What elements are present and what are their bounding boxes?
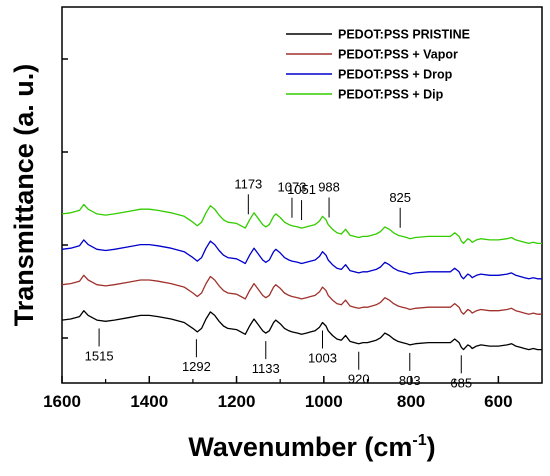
legend-label-0: PEDOT:PSS PRISTINE: [338, 28, 470, 42]
series-line-3: [61, 203, 542, 245]
x-tick-label: 1200: [218, 392, 256, 411]
annotation-label: 1003: [308, 351, 337, 366]
x-tick-label: 1000: [305, 392, 343, 411]
series-line-2: [61, 239, 542, 280]
annotation-label: 1173: [234, 176, 262, 191]
annotation-label: 1073: [278, 180, 307, 195]
annotation-label: 1292: [182, 359, 211, 374]
annotation-label: 988: [318, 180, 340, 195]
annotation-label: 1051: [287, 182, 316, 197]
legend-label-2: PEDOT:PSS + Drop: [338, 68, 453, 82]
x-axis-title: Wavenumber (cm-1): [188, 432, 435, 462]
y-axis-ticks: [62, 58, 68, 339]
legend: PEDOT:PSS PRISTINE PEDOT:PSS + Vapor PEDOT…: [286, 28, 470, 102]
series-line-0: [61, 310, 542, 351]
legend-label-1: PEDOT:PSS + Vapor: [338, 48, 458, 62]
x-axis-ticks: 1600 1400 1200 1000 800 600: [43, 376, 513, 411]
y-axis-title: Transmittance (a. u.): [9, 64, 39, 327]
annotation-label: 920: [348, 372, 370, 387]
annotation-label: 1133: [252, 361, 280, 376]
x-tick-label: 800: [397, 392, 425, 411]
series-layer: [61, 203, 542, 351]
x-tick-label: 600: [484, 392, 512, 411]
series-line-1: [61, 274, 542, 315]
legend-label-3: PEDOT:PSS + Dip: [338, 88, 444, 102]
x-tick-label: 1600: [43, 392, 81, 411]
annotation-label: 803: [399, 373, 421, 388]
annotation-label: 1515: [85, 348, 114, 363]
annotation-label: 685: [450, 375, 472, 390]
x-tick-label: 1400: [130, 392, 168, 411]
plot-frame: [61, 6, 543, 384]
annotation-label: 825: [389, 190, 411, 205]
